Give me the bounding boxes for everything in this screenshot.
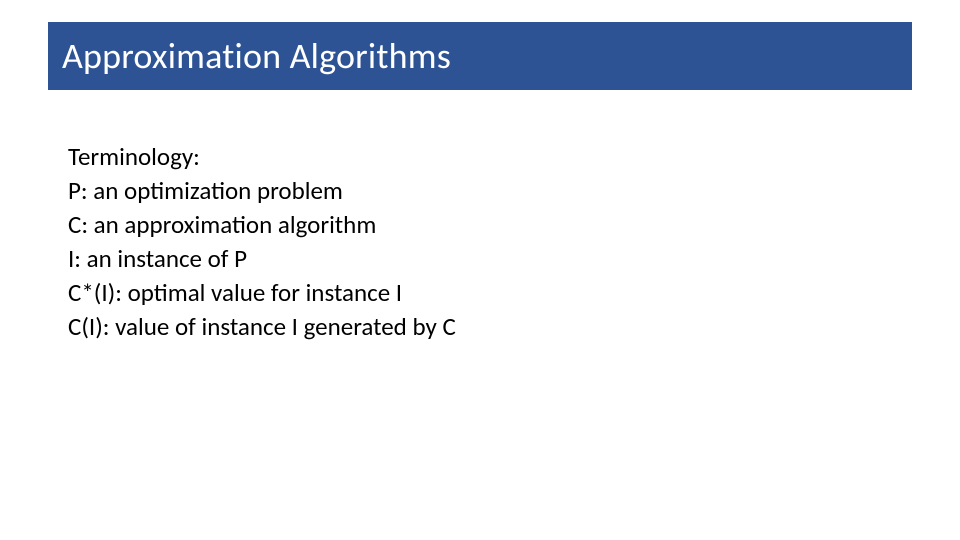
body-line: C*(I): optimal value for instance I [68, 276, 888, 309]
body-line: C: an approximation algorithm [68, 208, 888, 241]
slide-title: Approximation Algorithms [62, 34, 451, 78]
body-line: I: an instance of P [68, 242, 888, 275]
body-line: Terminology: [68, 140, 888, 173]
slide-body: Terminology: P: an optimization problem … [68, 140, 888, 344]
body-line: C(I): value of instance I generated by C [68, 310, 888, 343]
slide-container: Approximation Algorithms Terminology: P:… [0, 0, 960, 540]
slide-title-bar: Approximation Algorithms [48, 22, 912, 90]
body-line: P: an optimization problem [68, 174, 888, 207]
